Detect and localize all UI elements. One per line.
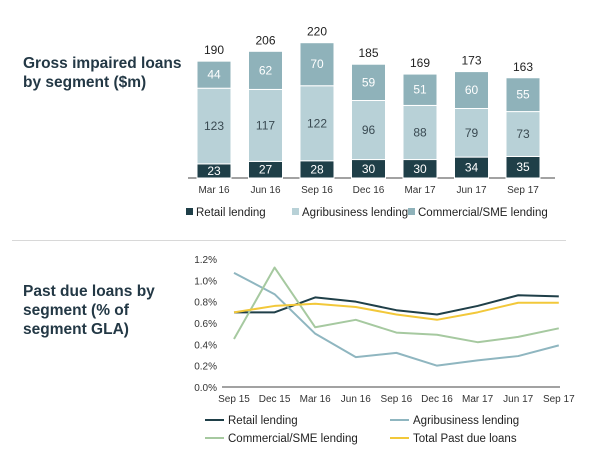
bar-total-label: 206 (255, 33, 275, 47)
line-x-tick-label: Sep 17 (543, 394, 575, 405)
bar-total-label: 190 (204, 43, 224, 57)
bar-x-tick-label: Jun 16 (250, 185, 280, 196)
bar-value-label: 44 (207, 68, 221, 82)
bar-x-tick-label: Sep 17 (507, 185, 539, 196)
section-divider (12, 240, 566, 241)
line-y-tick-label: 0.4% (194, 340, 217, 351)
bar-total-label: 220 (307, 25, 327, 39)
bar-value-label: 35 (516, 160, 530, 174)
bar-segment (402, 73, 438, 106)
legend-swatch (408, 208, 415, 215)
bar-value-label: 34 (465, 161, 479, 175)
bar-x-tick-label: Mar 17 (404, 185, 436, 196)
bar-x-tick-label: Jun 17 (456, 185, 486, 196)
line-x-tick-label: Mar 17 (462, 394, 494, 405)
bar-segment (248, 50, 283, 90)
bar-value-label: 122 (307, 116, 327, 130)
past-due-title: Past due loans by segment (% of segment … (23, 283, 155, 338)
bar-value-label: 23 (207, 164, 221, 178)
bar-segment (196, 60, 232, 89)
bar-total-label: 173 (461, 54, 481, 68)
bar-segment (505, 111, 541, 157)
legend-label: Commercial/SME lending (228, 433, 358, 445)
line-x-tick-label: Sep 15 (218, 394, 250, 405)
line-y-tick-label: 0.6% (194, 319, 217, 330)
legend-swatch (186, 208, 193, 215)
line-x-tick-label: Mar 16 (300, 394, 332, 405)
bar-x-tick-label: Sep 16 (301, 185, 333, 196)
line-series (233, 271, 560, 367)
line-y-tick-label: 1.2% (194, 255, 217, 266)
line-series (233, 266, 560, 344)
bar-value-label: 27 (259, 163, 273, 177)
bar-segment (299, 85, 335, 162)
bar-value-label: 73 (516, 127, 530, 141)
line-y-tick-label: 0.2% (194, 362, 217, 373)
line-series (233, 301, 559, 321)
bar-total-label: 163 (513, 60, 533, 74)
legend-label: Agribusiness lending (302, 207, 408, 219)
bar-segment (454, 71, 489, 110)
line-x-tick-label: Sep 16 (381, 394, 413, 405)
legend-label: Retail lending (196, 207, 266, 219)
bar-value-label: 51 (413, 83, 427, 97)
legend-label: Retail lending (228, 415, 298, 427)
bar-segment (505, 77, 541, 113)
bar-total-label: 169 (410, 56, 430, 70)
bar-value-label: 28 (310, 162, 324, 176)
bar-value-label: 30 (362, 162, 376, 176)
bar-segment (351, 63, 386, 102)
line-y-tick-label: 0.0% (194, 383, 217, 394)
bar-x-tick-label: Mar 16 (198, 185, 230, 196)
bar-segment (454, 108, 489, 158)
legend-label: Agribusiness lending (413, 415, 519, 427)
bar-value-label: 79 (465, 126, 479, 140)
bar-segment (299, 42, 335, 87)
bar-value-label: 62 (259, 63, 273, 77)
gross-impaired-title: Gross impaired loans by segment ($m) (23, 55, 182, 91)
bar-segment (351, 100, 386, 161)
line-x-tick-label: Dec 15 (259, 394, 291, 405)
bar-value-label: 59 (362, 75, 376, 89)
line-x-tick-label: Jun 17 (503, 394, 533, 405)
line-x-tick-label: Dec 16 (421, 394, 453, 405)
bar-value-label: 96 (362, 123, 376, 137)
legend-swatch (292, 208, 299, 215)
line-y-tick-label: 1.0% (194, 276, 217, 287)
bar-x-tick-label: Dec 16 (353, 185, 385, 196)
bar-value-label: 123 (204, 119, 224, 133)
line-y-tick-label: 0.8% (194, 298, 217, 309)
bar-value-label: 70 (310, 57, 324, 71)
bar-total-label: 185 (358, 46, 378, 60)
bar-value-label: 88 (413, 125, 427, 139)
bar-segment (248, 88, 283, 162)
bar-value-label: 117 (256, 118, 275, 132)
bar-value-label: 30 (413, 162, 427, 176)
bar-value-label: 55 (516, 88, 530, 102)
bar-value-label: 60 (465, 83, 479, 97)
legend-label: Commercial/SME lending (418, 207, 548, 219)
legend-label: Total Past due loans (413, 433, 517, 445)
line-x-tick-label: Jun 16 (341, 394, 371, 405)
